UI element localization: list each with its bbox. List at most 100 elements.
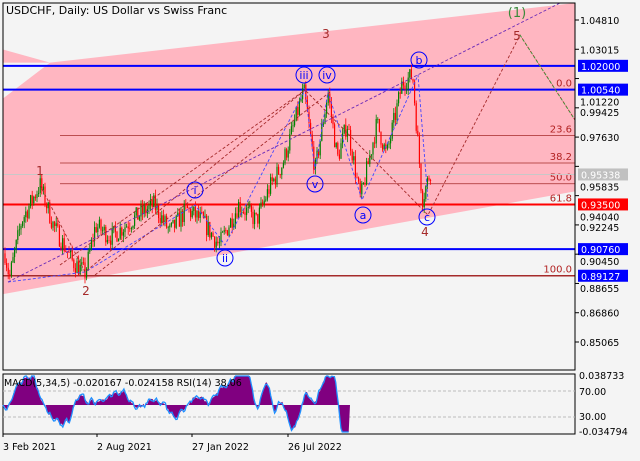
candle-body [142, 205, 144, 214]
candle-body [193, 206, 195, 211]
candle-body [95, 227, 97, 233]
price-badge-label: 0.95338 [581, 170, 620, 181]
wave-label-major: 5 [513, 29, 521, 43]
candle-body [84, 262, 86, 278]
candle-body [46, 204, 48, 209]
candle-body [334, 124, 336, 148]
y-tick-label: 1.04810 [580, 16, 619, 27]
candle-body [234, 213, 236, 224]
candle-body [138, 216, 140, 220]
candle-body [28, 206, 30, 219]
candle-body [266, 189, 268, 200]
y-tick-label: 0.97630 [580, 133, 619, 144]
candle-body [426, 177, 428, 187]
wave-circle [306, 175, 324, 193]
candle-body [44, 186, 46, 205]
candle-body [76, 261, 78, 273]
candle-body [167, 227, 169, 229]
candle-body [346, 129, 348, 137]
y-tick-label: 0.92245 [580, 223, 619, 234]
candle-body [226, 230, 228, 236]
indicator-axis-label: 70.00 [579, 387, 606, 398]
x-tick-label: 26 Jul 2022 [288, 442, 342, 453]
candle-body [366, 161, 368, 185]
candle-body [70, 250, 72, 253]
candle-body [214, 236, 216, 248]
candle-body [351, 150, 353, 161]
candle-body [356, 177, 358, 179]
wave-circle [410, 51, 428, 69]
candle-body [17, 230, 19, 241]
candle-body [383, 144, 385, 150]
price-badge-label: 0.89127 [581, 272, 620, 283]
candle-body [382, 144, 384, 150]
candle-body [271, 177, 273, 181]
candle-body [340, 143, 342, 159]
candle-body [258, 207, 260, 224]
candle-body [62, 238, 64, 250]
candle-body [164, 216, 166, 222]
candle-body [367, 161, 369, 165]
indicator-pane: 0.038733 70.00 30.00 -0.034794 [2, 371, 628, 438]
candle-body [326, 102, 328, 114]
candle-body [337, 142, 339, 155]
candle-body [71, 250, 73, 260]
price-badge [578, 269, 628, 282]
candle-body [278, 166, 280, 175]
candle-body [228, 227, 230, 236]
candle-body [111, 228, 113, 245]
candle-body [119, 227, 121, 239]
candle-body [36, 194, 38, 199]
price-badge-label: 1.00540 [581, 86, 620, 97]
candle-body [134, 215, 136, 226]
candle-body [361, 183, 363, 195]
candle-body [87, 251, 89, 269]
candle-body [350, 129, 352, 151]
candle-body [154, 195, 156, 210]
candle-body [286, 149, 288, 158]
candle-body [255, 212, 257, 214]
candle-body [247, 206, 249, 209]
candle-body [79, 264, 81, 275]
wave-circle [418, 208, 436, 226]
wave-label-minor: iii [299, 69, 308, 82]
candle-body [230, 218, 232, 228]
candle-body [58, 225, 60, 247]
candle-body [398, 92, 400, 104]
candle-body [423, 198, 425, 208]
candle-body [190, 208, 192, 218]
indicator-axis-label: -0.034794 [579, 427, 628, 438]
candle-body [180, 210, 182, 227]
candle-body [102, 230, 104, 232]
candle-body [388, 143, 390, 145]
candle-body [246, 208, 248, 215]
candle-body [34, 196, 36, 199]
candle-body [26, 211, 28, 219]
candle-body [244, 212, 246, 215]
candle-body [428, 177, 430, 181]
candle-body [178, 212, 180, 227]
candle-body [430, 180, 432, 182]
price-badge-label: 0.93500 [581, 200, 620, 211]
candle-body [409, 69, 411, 78]
candle-body [242, 212, 244, 213]
candle-body [169, 225, 171, 228]
candle-body [276, 166, 278, 185]
candle-body [143, 205, 145, 214]
candle-body [25, 211, 27, 218]
candle-body [114, 226, 116, 232]
x-tick-label: 2 Aug 2021 [97, 442, 152, 453]
candle-body [292, 125, 294, 127]
candle-body [217, 241, 219, 244]
candle-body [287, 150, 289, 158]
candle-body [396, 103, 398, 120]
candle-body [225, 230, 227, 231]
candle-body [422, 190, 424, 208]
candle-body [324, 113, 326, 124]
y-tick-label: 1.03015 [580, 45, 619, 56]
candle-body [86, 268, 88, 278]
wave-label-minor: c [424, 211, 430, 224]
candle-body [310, 122, 312, 135]
channel-trend [7, 2, 561, 283]
candle-body [295, 106, 297, 121]
